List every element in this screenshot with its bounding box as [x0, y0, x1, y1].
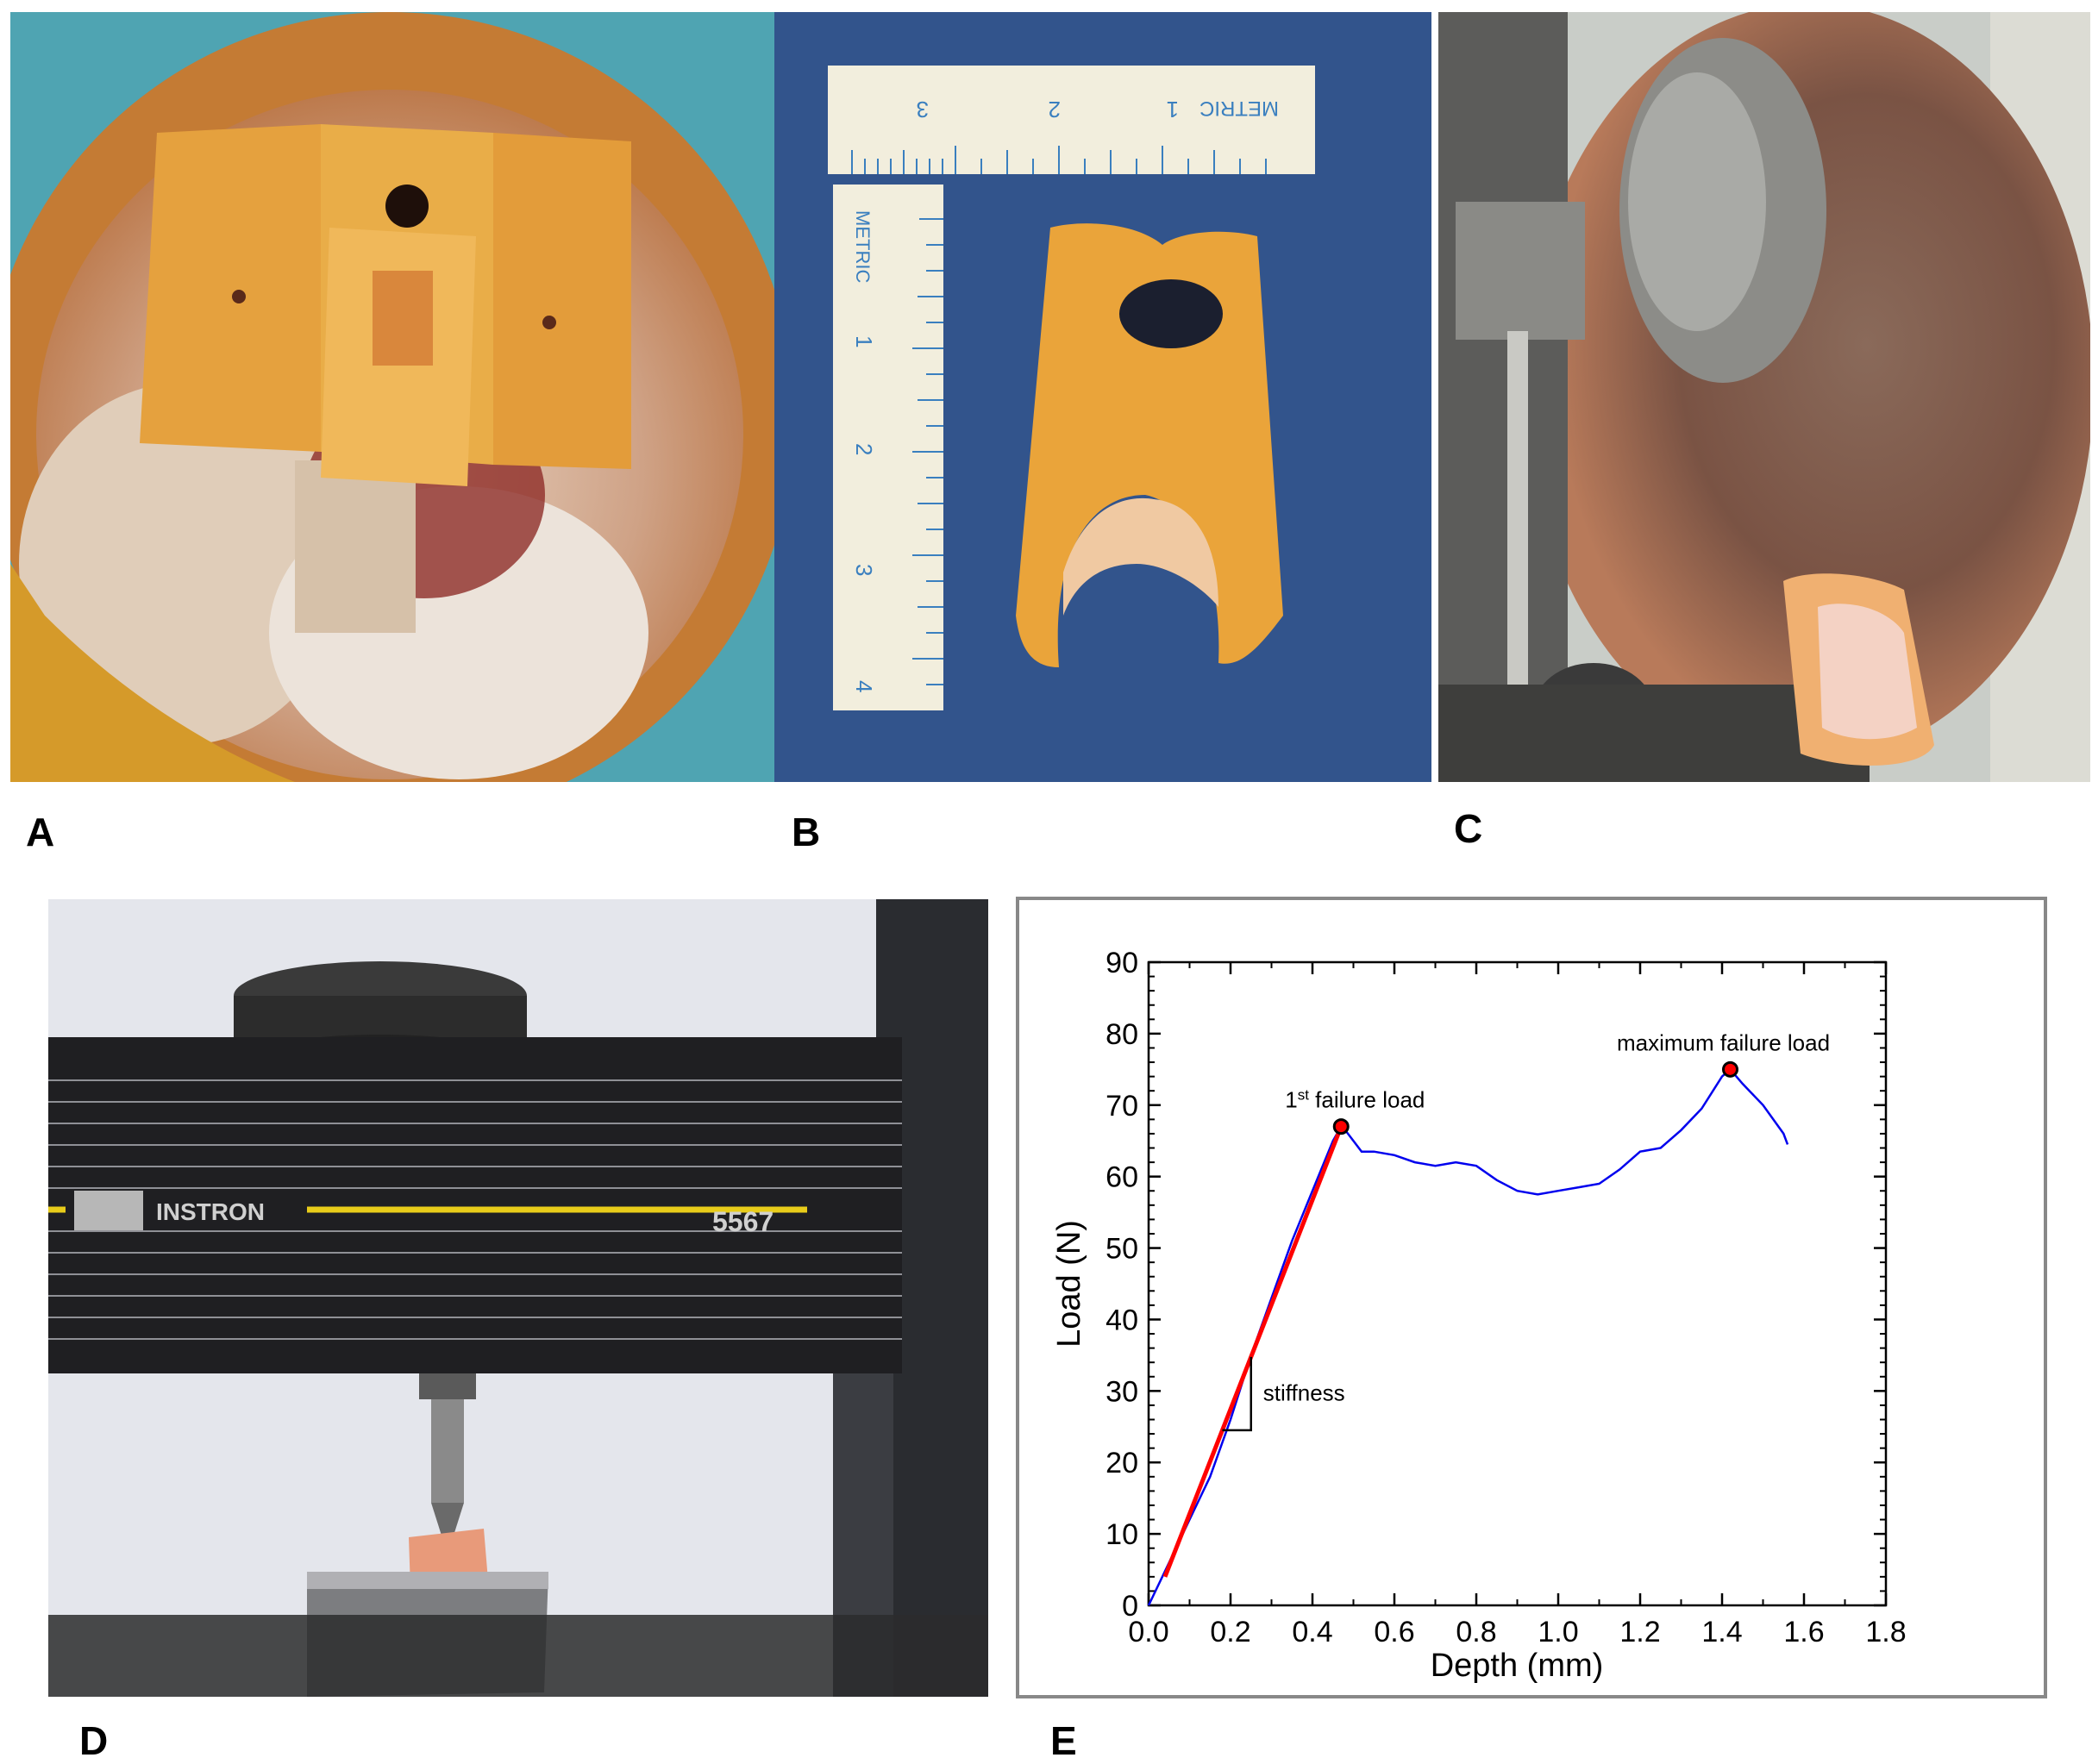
- panel-c-photo: [1438, 12, 2090, 782]
- x-tick-label: 1.8: [1865, 1616, 1906, 1648]
- annotation-stiffness: stiffness: [1263, 1379, 1345, 1405]
- y-tick-label: 60: [1106, 1161, 1138, 1194]
- ruler-v-tick-1: 1: [851, 335, 877, 347]
- maximum-failure-marker: [1722, 1060, 1738, 1078]
- x-tick-label: 1.0: [1538, 1616, 1578, 1648]
- y-tick-label: 30: [1106, 1375, 1138, 1408]
- x-tick-label: 1.6: [1783, 1616, 1824, 1648]
- ruler-h-tick-1: 1: [1167, 97, 1179, 122]
- panel-a-photo: [10, 12, 782, 782]
- y-axis-label: Load (N): [1051, 1220, 1087, 1348]
- y-tick-label: 50: [1106, 1233, 1138, 1266]
- y-tick-label: 10: [1106, 1518, 1138, 1551]
- instron-brand: INSTRON: [156, 1198, 265, 1225]
- ruler-v-brand: METRIC: [852, 210, 874, 283]
- annotation-maximum-failure-load: maximum failure load: [1617, 1029, 1830, 1055]
- panel-c-label: C: [1454, 806, 1483, 851]
- panel-e-chart: 0 10 20 30 40 50 60 70 80 90 0.0 0.2 0.4 0.6 0.8 1.0 1.…: [1016, 897, 2047, 1698]
- y-tick-labels: 0 10 20 30 40 50 60 70 80 90: [1106, 947, 1138, 1623]
- ruler-vertical: METRIC 1 2 3 4: [833, 185, 943, 710]
- stiffness-triangle: [1222, 1356, 1252, 1432]
- series-stiffness-fit-line: [1162, 1125, 1344, 1578]
- y-tick-label: 80: [1106, 1018, 1138, 1051]
- x-tick-labels: 0.0 0.2 0.4 0.6 0.8 1.0 1.2 1.4 1.6 1.8: [1128, 1616, 1906, 1648]
- bone-specimen: [1016, 223, 1283, 667]
- chart-svg: 0 10 20 30 40 50 60 70 80 90 0.0 0.2 0.4 0.6 0.8 1.0 1.…: [1051, 947, 1907, 1684]
- ruler-h-tick-3: 3: [917, 97, 929, 122]
- ruler-h-brand: METRIC: [1199, 97, 1279, 120]
- x-tick-label: 0.4: [1292, 1616, 1332, 1648]
- x-tick-label: 1.2: [1619, 1616, 1660, 1648]
- y-tick-label: 0: [1122, 1590, 1138, 1623]
- annotation-first-failure-load: 1st failure load: [1285, 1086, 1425, 1113]
- y-tick-label: 70: [1106, 1090, 1138, 1123]
- x-tick-label: 0.0: [1128, 1616, 1168, 1648]
- ruler-v-tick-4: 4: [851, 680, 877, 692]
- panel-e-label: E: [1050, 1718, 1077, 1763]
- ruler-v-tick-2: 2: [851, 443, 877, 455]
- panel-b-label: B: [792, 810, 821, 854]
- instron-model: 5567: [712, 1206, 774, 1237]
- x-tick-label: 0.6: [1374, 1616, 1414, 1648]
- ruler-v-tick-3: 3: [851, 564, 877, 576]
- y-tick-label: 40: [1106, 1304, 1138, 1336]
- chart-plot-area: [1147, 960, 1888, 1607]
- plot-frame: [1147, 960, 1888, 1607]
- x-tick-label: 0.8: [1456, 1616, 1496, 1648]
- y-tick-label: 90: [1106, 947, 1138, 979]
- panel-d-label: D: [79, 1718, 109, 1763]
- ruler-horizontal: 3 2 1 METRIC: [828, 66, 1315, 174]
- x-tick-label: 0.2: [1210, 1616, 1250, 1648]
- panel-b-photo: 3 2 1 METRIC METRIC 1 2 3 4: [774, 12, 1431, 782]
- axis-ticks: [1147, 960, 1888, 1607]
- series-load-depth-curve: [1147, 1067, 1789, 1606]
- ruler-h-tick-2: 2: [1049, 97, 1061, 122]
- panel-a-label: A: [26, 810, 55, 854]
- y-tick-label: 20: [1106, 1447, 1138, 1479]
- panel-d-photo: INSTRON 5567: [48, 899, 988, 1697]
- x-axis-label: Depth (mm): [1431, 1648, 1604, 1684]
- x-tick-label: 1.4: [1701, 1616, 1742, 1648]
- first-failure-marker: [1332, 1118, 1350, 1135]
